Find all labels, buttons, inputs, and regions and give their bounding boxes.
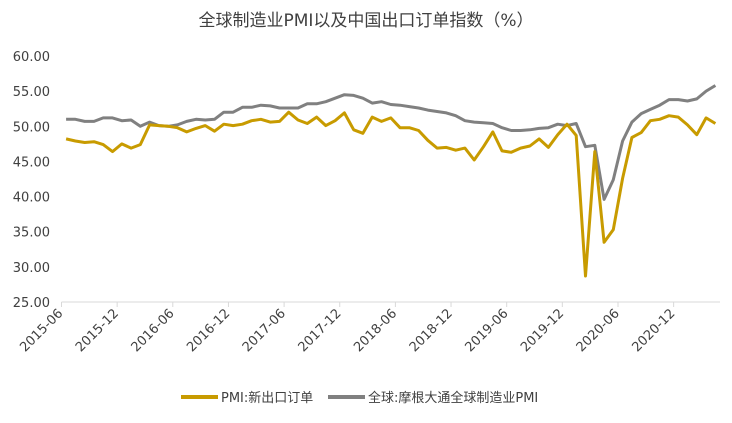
x-tick-label: 2019-12	[518, 306, 567, 355]
y-tick-label: 30.00	[13, 261, 50, 276]
x-tick-label: 2016-12	[184, 306, 233, 355]
chart-title: 全球制造业PMI以及中国出口订单指数（%）	[198, 11, 533, 31]
x-tick-label: 2015-12	[73, 306, 122, 355]
y-axis: 25.00 30.00 35.00 40.00 45.00 50.00 55.00 60.00	[13, 50, 50, 311]
series-line-global-pmi	[66, 84, 717, 201]
series-lines	[65, 84, 717, 278]
x-tick-label: 2016-06	[129, 306, 178, 355]
legend-label-export-orders: PMI:新出口订单	[221, 390, 313, 406]
x-tick-label: 2020-12	[629, 306, 678, 355]
x-tick-label: 2015-06	[17, 306, 66, 355]
y-tick-label: 45.00	[13, 155, 50, 170]
x-tick-label: 2018-12	[407, 306, 456, 355]
x-tick-label: 2017-06	[240, 306, 289, 355]
x-axis: 2015-06 2015-12 2016-06 2016-12 2017-06 2017-…	[17, 301, 720, 355]
legend: PMI:新出口订单 全球:摩根大通全球制造业PMI	[181, 390, 538, 406]
x-tick-label: 2018-06	[351, 306, 400, 355]
x-tick-label: 2019-06	[462, 306, 511, 355]
legend-label-global-pmi: 全球:摩根大通全球制造业PMI	[368, 390, 538, 406]
y-tick-label: 25.00	[13, 296, 50, 311]
series-line-export-orders	[65, 110, 717, 278]
y-tick-label: 50.00	[13, 120, 50, 135]
y-tick-label: 35.00	[13, 226, 50, 241]
y-tick-label: 55.00	[13, 85, 50, 100]
x-tick-label: 2020-06	[574, 306, 623, 355]
y-tick-label: 40.00	[13, 191, 50, 206]
x-tick-label: 2017-12	[296, 306, 345, 355]
y-tick-label: 60.00	[13, 50, 50, 65]
